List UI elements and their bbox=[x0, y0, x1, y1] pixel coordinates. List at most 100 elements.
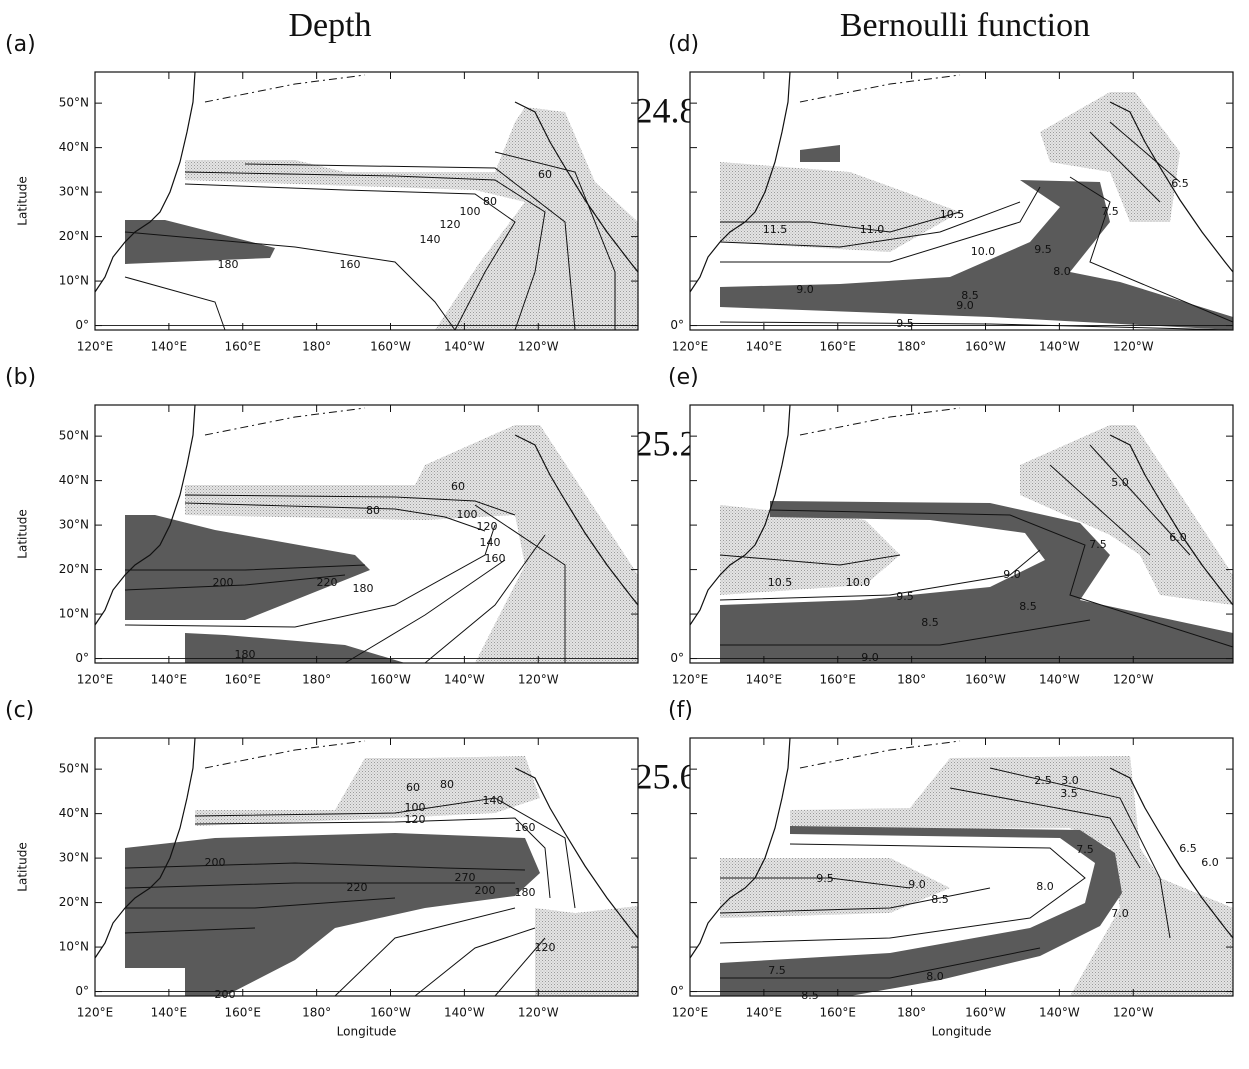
contour-label: 7.5 bbox=[1089, 538, 1107, 551]
contour-label: 9.0 bbox=[861, 651, 879, 664]
y-tick-label: 30°N bbox=[59, 851, 89, 865]
map-panel: 5.0 6.0 7.5 10.5 10.0 9.5 9.0 8.5 8.5 9.0 (e) 120°E… bbox=[668, 365, 1234, 687]
aleutians bbox=[799, 740, 961, 769]
x-tick-label: 140°E bbox=[746, 340, 783, 354]
x-tick-label: 140°E bbox=[151, 1006, 188, 1020]
x-tick-label: 120°W bbox=[1113, 1006, 1154, 1020]
shade-dark bbox=[720, 826, 1122, 996]
y-tick-label: 40°N bbox=[59, 806, 89, 820]
contour-label: 120 bbox=[477, 520, 498, 533]
y-tick-label: 20°N bbox=[59, 562, 89, 576]
x-tick-label: 180° bbox=[302, 1006, 331, 1020]
contour-label: 120 bbox=[405, 813, 426, 826]
coastline bbox=[514, 767, 639, 939]
column-title: Depth bbox=[288, 7, 371, 44]
contour-label: 60 bbox=[451, 480, 465, 493]
coastline bbox=[514, 101, 639, 273]
contour-line bbox=[719, 887, 991, 914]
contour-label: 9.5 bbox=[896, 590, 914, 603]
contour-line bbox=[719, 321, 1234, 331]
y-tick-label: 0° bbox=[670, 984, 684, 998]
contour-line bbox=[184, 183, 516, 331]
contour-line bbox=[194, 817, 551, 899]
x-tick-label: 180° bbox=[302, 673, 331, 687]
panel-label: (e) bbox=[668, 365, 699, 390]
contour-line bbox=[1089, 131, 1161, 203]
y-tick-label: 0° bbox=[670, 318, 684, 332]
contour-line bbox=[494, 937, 546, 997]
map-panel: 11.5 11.010.510.0 9.59.0 8.58.09.09.57.56.5… bbox=[668, 32, 1234, 354]
frame bbox=[94, 404, 639, 664]
contour-line bbox=[989, 767, 1171, 939]
coastline bbox=[94, 71, 196, 293]
x-axis-label: Longitude bbox=[337, 1025, 397, 1039]
coastline bbox=[1109, 434, 1234, 606]
y-axis-label: Latitude bbox=[16, 176, 30, 225]
contour-label: 3.5 bbox=[1060, 787, 1078, 800]
x-tick-label: 140°E bbox=[151, 673, 188, 687]
contour-line bbox=[184, 502, 486, 532]
contour-label: 10.0 bbox=[971, 245, 996, 258]
x-tick-label: 160°W bbox=[965, 340, 1006, 354]
aleutians bbox=[204, 407, 366, 436]
contour-label: 7.5 bbox=[1076, 843, 1094, 856]
contour-label: 3.0 bbox=[1061, 774, 1079, 787]
frame bbox=[94, 737, 639, 997]
panel-label: (a) bbox=[5, 32, 36, 57]
contour-label: 6.5 bbox=[1171, 177, 1189, 190]
contour-line bbox=[344, 559, 506, 664]
contour-label: 7.0 bbox=[1111, 907, 1129, 920]
contour-label: 120 bbox=[535, 941, 556, 954]
contour-line bbox=[1089, 444, 1191, 556]
contour-label: 8.5 bbox=[1019, 600, 1037, 613]
contour-line bbox=[494, 151, 616, 330]
x-tick-label: 120°W bbox=[518, 673, 559, 687]
contour-label: 160 bbox=[340, 258, 361, 271]
density-label: 24.8 bbox=[635, 90, 698, 130]
x-tick-label: 160°W bbox=[965, 1006, 1006, 1020]
x-tick-label: 120°W bbox=[518, 340, 559, 354]
contour-label: 9.5 bbox=[896, 317, 914, 330]
contour-label: 100 bbox=[405, 801, 426, 814]
contour-label: 220 bbox=[347, 881, 368, 894]
x-tick-label: 160°E bbox=[820, 673, 857, 687]
contour-label: 10.0 bbox=[846, 576, 871, 589]
x-tick-label: 120°E bbox=[77, 1006, 114, 1020]
contour-line bbox=[414, 927, 536, 997]
contour-line bbox=[125, 564, 366, 571]
contour-line bbox=[474, 504, 566, 663]
x-tick-label: 160°W bbox=[370, 340, 411, 354]
contour-line bbox=[719, 201, 1021, 248]
contour-label: 11.5 bbox=[763, 223, 788, 236]
contour-line bbox=[719, 554, 901, 566]
x-tick-label: 140°E bbox=[746, 1006, 783, 1020]
x-tick-label: 140°W bbox=[1039, 673, 1080, 687]
x-tick-label: 180° bbox=[897, 673, 926, 687]
contour-label: 80 bbox=[483, 195, 497, 208]
x-tick-label: 120°E bbox=[77, 340, 114, 354]
contour-label: 200 bbox=[213, 576, 234, 589]
shade-light bbox=[720, 505, 900, 595]
contour-label: 200 bbox=[475, 884, 496, 897]
shade-light bbox=[720, 858, 950, 918]
x-tick-label: 140°W bbox=[444, 340, 485, 354]
contour-line bbox=[424, 534, 546, 664]
contour-label: 60 bbox=[538, 168, 552, 181]
density-label: 25.6 bbox=[635, 756, 698, 796]
shade-dark bbox=[125, 220, 275, 264]
aleutians bbox=[799, 74, 961, 103]
coastline bbox=[94, 404, 196, 626]
contour-label: 7.5 bbox=[768, 964, 786, 977]
x-tick-label: 120°E bbox=[672, 340, 709, 354]
shade-dark bbox=[800, 145, 840, 162]
y-tick-label: 20°N bbox=[59, 895, 89, 909]
contour-label: 80 bbox=[440, 778, 454, 791]
contour-label: 220 bbox=[317, 576, 338, 589]
contour-label: 6.0 bbox=[1169, 531, 1187, 544]
aleutians bbox=[204, 740, 366, 769]
contour-label: 160 bbox=[515, 821, 536, 834]
